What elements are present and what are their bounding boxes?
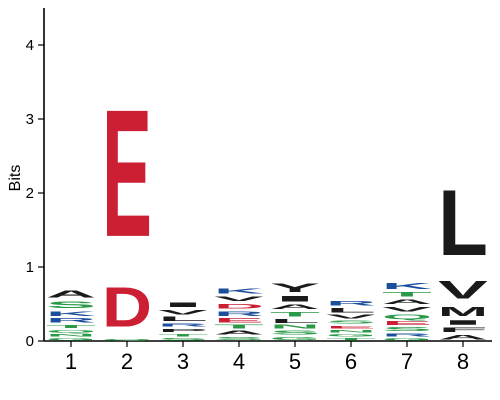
logo-letter-s: S: [158, 337, 208, 341]
logo-letter-g: G: [382, 337, 432, 341]
x-tick-label: 3: [177, 349, 189, 374]
logo-letter-r: R: [326, 300, 376, 307]
logo-letter-t: T: [214, 324, 264, 330]
logo-letter-t: T: [326, 337, 376, 341]
logo-letter-s: S: [326, 320, 376, 325]
logo-letter-a: A: [270, 303, 320, 310]
stack-position-2: QDE: [102, 72, 152, 341]
logo-letter-i: I: [158, 301, 208, 308]
logo-letter-v: V: [382, 306, 432, 313]
logo-letter-t: T: [46, 324, 96, 329]
logo-letter-s: S: [382, 326, 432, 332]
x-tick-label: 4: [233, 349, 245, 374]
logo-letter-a: A: [214, 330, 264, 336]
logo-letter-a: A: [438, 334, 488, 341]
logo-letter-g: G: [46, 337, 96, 341]
logo-letter-k: K: [382, 281, 433, 291]
logo-letter-i: I: [438, 319, 488, 326]
logo-letter-l: L: [438, 170, 488, 276]
logo-letter-r: R: [46, 317, 96, 324]
logo-letter-p: P: [158, 328, 208, 333]
logo-letter-a: A: [46, 289, 96, 300]
logo-letter-e: E: [102, 72, 152, 275]
x-tick-label: 2: [121, 349, 133, 374]
y-tick-label: 0: [26, 333, 34, 350]
logo-letter-k: K: [214, 287, 265, 295]
logo-letter-e: E: [214, 317, 264, 324]
logo-letter-r: R: [382, 332, 432, 337]
logo-letter-s: S: [46, 300, 96, 310]
y-tick-label: 3: [26, 111, 34, 128]
logo-letter-r: R: [158, 323, 208, 328]
logo-letter-q: Q: [382, 313, 432, 320]
logo-letter-d: D: [102, 277, 152, 339]
logo-letter-n: N: [46, 334, 96, 338]
logo-letter-v: V: [158, 309, 208, 316]
logo-letter-e: E: [326, 325, 376, 329]
x-tick-label: 6: [345, 349, 357, 374]
y-tick-label: 1: [26, 259, 34, 276]
logo-letter-m: M: [438, 304, 488, 319]
logo-letter-y: Y: [270, 281, 320, 294]
logo-letter-q: Q: [46, 329, 96, 333]
logo-letter-v: V: [438, 276, 488, 304]
logo-letter-e: E: [382, 320, 432, 326]
logo-letter-g: G: [326, 334, 376, 338]
logo-letter-q: Q: [102, 339, 152, 341]
logo-letter-v: V: [326, 314, 376, 320]
x-tick-label: 1: [65, 349, 77, 374]
logo-letter-d: D: [214, 303, 264, 310]
x-tick-label: 8: [457, 349, 469, 374]
x-axis: 1 2 3 4 5 6 7 8: [44, 340, 492, 374]
logo-letter-n: N: [270, 324, 320, 330]
y-tick-label: 2: [26, 185, 34, 202]
logo-letter-k: K: [46, 310, 97, 317]
logo-letter-r: R: [214, 310, 264, 317]
logo-letter-s: S: [214, 336, 264, 341]
logo-letter-t: T: [382, 291, 432, 298]
x-tick-label: 5: [289, 349, 301, 374]
x-tick-label: 7: [401, 349, 413, 374]
logo-letter-n: N: [326, 329, 376, 333]
logo-letter-s: S: [270, 330, 320, 336]
logo-letter-l: L: [326, 307, 376, 314]
logo-letter-v: V: [214, 295, 264, 302]
letter-stacks: GNQTRKSAQDESTPRLVISATERDVKGSNLTAIYTGNESV…: [46, 72, 488, 341]
logo-letter-t: T: [158, 333, 208, 337]
logo-letter-a: A: [382, 298, 432, 305]
y-axis: 0 1 2 3 4: [26, 8, 45, 350]
logo-letter-g: G: [270, 336, 320, 341]
logo-letter-l: L: [158, 316, 208, 323]
logo-letter-l: L: [270, 318, 320, 324]
logo-letter-i: I: [270, 294, 320, 303]
logo-letter-f: F: [438, 326, 488, 333]
y-tick-label: 4: [26, 37, 34, 54]
y-axis-title: Bits: [7, 165, 24, 192]
logo-letter-t: T: [270, 311, 320, 318]
